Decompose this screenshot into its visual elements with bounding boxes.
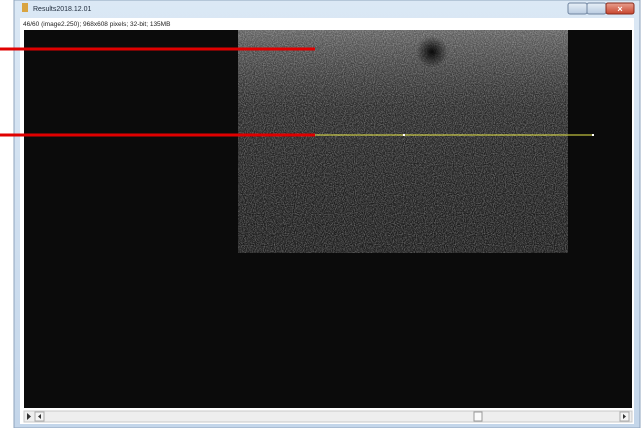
scroll-thumb[interactable] bbox=[473, 411, 483, 422]
app-icon bbox=[22, 3, 28, 12]
play-button[interactable] bbox=[27, 413, 31, 420]
status-text: 46/60 (image2.250); 968x608 pixels; 32-b… bbox=[23, 21, 170, 28]
maximize-button[interactable] bbox=[586, 2, 607, 15]
window-controls: × bbox=[567, 2, 635, 15]
roi-handle[interactable] bbox=[403, 134, 405, 136]
close-icon: × bbox=[617, 4, 622, 14]
close-button[interactable] bbox=[605, 2, 635, 15]
image-content bbox=[238, 30, 568, 253]
window-title: Results2018.12.01 bbox=[33, 6, 91, 13]
roi-handle[interactable] bbox=[592, 134, 594, 136]
minimize-button[interactable] bbox=[567, 2, 588, 15]
scrollbar bbox=[23, 410, 633, 423]
